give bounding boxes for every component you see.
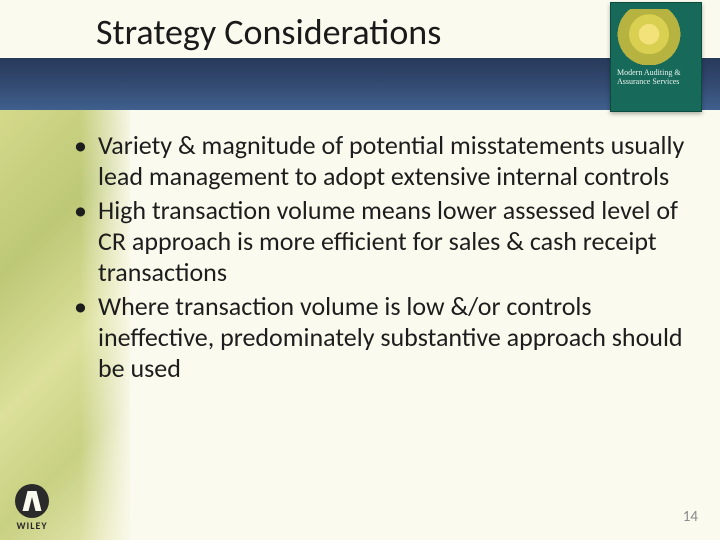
list-item: High transaction volume means lower asse… [68,195,690,287]
page-number: 14 [683,508,698,526]
bullet-list: Variety & magnitude of potential misstat… [68,130,690,387]
list-item: Variety & magnitude of potential misstat… [68,130,690,191]
wiley-mark-icon [15,484,49,518]
slide: Modern Auditing & Assurance Services Str… [0,0,720,540]
book-cover-thumbnail: Modern Auditing & Assurance Services [610,2,702,112]
publisher-logo: WILEY [8,484,56,532]
publisher-name: WILEY [8,519,56,532]
book-cover-art [617,9,697,65]
page-title: Strategy Considerations [96,10,441,54]
book-cover-title: Modern Auditing & Assurance Services [617,69,695,87]
list-item: Where transaction volume is low &/or con… [68,291,690,383]
